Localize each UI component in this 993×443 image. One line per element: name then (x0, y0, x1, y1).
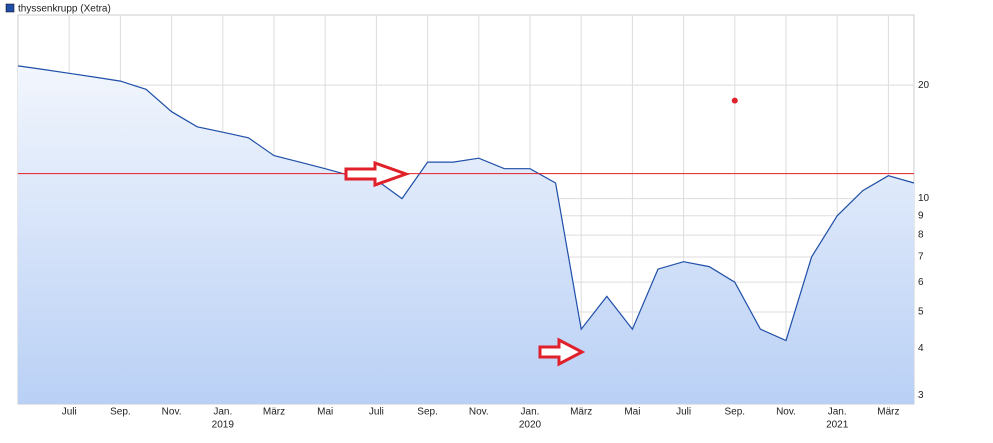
line (17, 65, 915, 342)
legend-label: thyssenkrupp (Xetra) (18, 4, 111, 15)
y-tick-label: 6 (918, 277, 924, 288)
y-tick-label: 20 (918, 80, 930, 91)
y-tick-label: 5 (918, 307, 924, 318)
x-tick-label: März (263, 407, 285, 418)
x-tick-label: Nov. (776, 407, 796, 418)
x-tick-label: Juli (62, 407, 77, 418)
x-tick-label: Nov. (162, 407, 182, 418)
y-tick-label: 4 (918, 343, 924, 354)
y-tick-label: 9 (918, 210, 924, 221)
y-tick-label: 3 (918, 390, 924, 401)
area (18, 65, 914, 405)
y-tick-label: 10 (918, 193, 930, 204)
x-tick-label: Jan. (213, 407, 232, 418)
x-tick-label: Nov. (469, 407, 489, 418)
x-tick-label: Jan. (828, 407, 847, 418)
x-tick-label: Juli (369, 407, 384, 418)
x-tick-label: Sep. (417, 407, 438, 418)
x-tick-label: Sep. (110, 407, 131, 418)
x-year-label: 2021 (826, 420, 849, 431)
y-tick-label: 8 (918, 230, 924, 241)
x-year-label: 2019 (212, 420, 235, 431)
x-tick-label: März (877, 407, 899, 418)
x-tick-label: Mai (317, 407, 333, 418)
legend-swatch (5, 3, 15, 13)
x-year-label: 2020 (519, 420, 542, 431)
x-tick-label: Juli (676, 407, 691, 418)
y-tick-label: 7 (918, 252, 924, 263)
annotation-arrow (344, 160, 586, 367)
x-tick-label: Jan. (521, 407, 540, 418)
x-tick-label: Sep. (725, 407, 746, 418)
x-tick-label: Mai (624, 407, 640, 418)
x-tick-label: März (570, 407, 592, 418)
marker-dot (731, 97, 738, 104)
